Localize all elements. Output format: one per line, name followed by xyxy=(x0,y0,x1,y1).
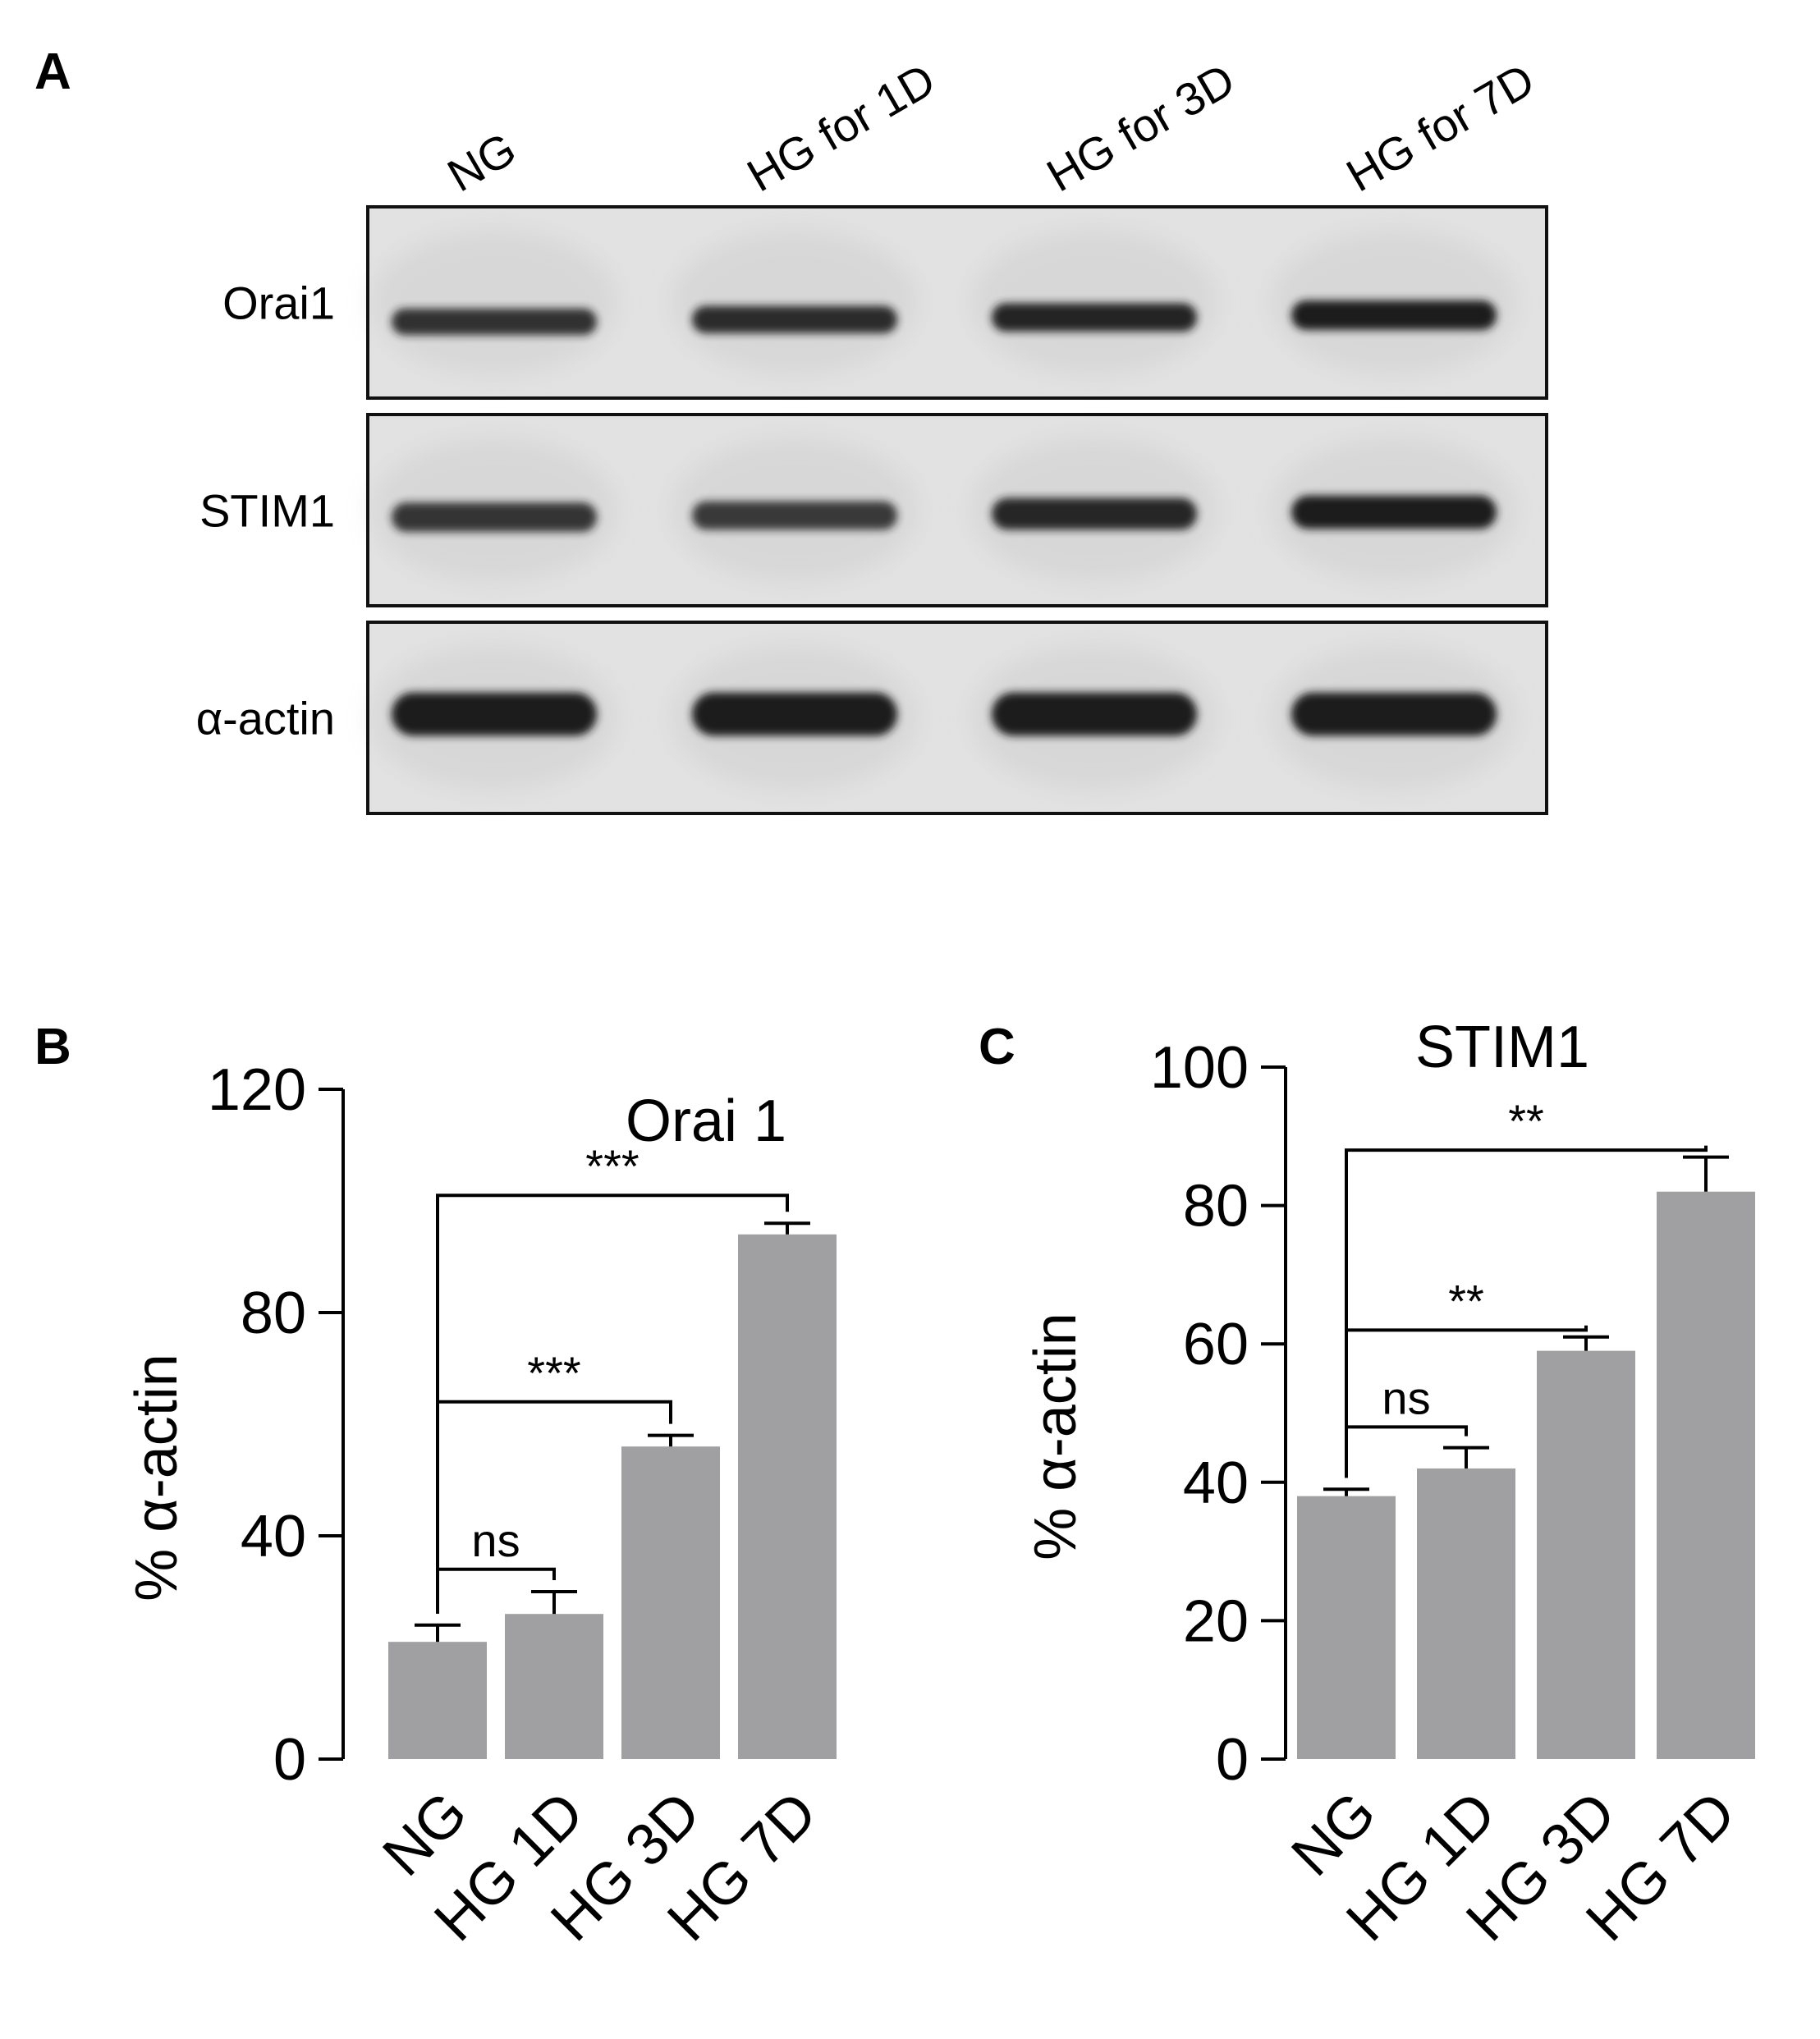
bar xyxy=(1537,1350,1635,1759)
panel-letter-a: A xyxy=(34,44,71,100)
blot-frame xyxy=(366,621,1548,815)
significance-label: ** xyxy=(1448,1275,1484,1326)
blot-band xyxy=(992,497,1197,530)
blot-band xyxy=(692,692,897,736)
y-axis-label: % α-actin xyxy=(124,1354,190,1601)
y-tick-label: 100 xyxy=(1150,1035,1249,1101)
y-tick-label: 0 xyxy=(273,1727,306,1793)
significance-label: *** xyxy=(527,1347,580,1399)
bar xyxy=(1417,1468,1515,1759)
bar xyxy=(505,1614,603,1759)
lane-label-hg-1d: HG for 1D xyxy=(739,53,944,202)
y-axis-label: % α-actin xyxy=(1023,1313,1089,1560)
significance-bracket xyxy=(436,1194,789,1614)
blot-row: α-actin xyxy=(196,621,1548,815)
blot-smudge xyxy=(371,229,617,376)
lane-labels: NG HG for 1D HG for 3D HG for 7D xyxy=(439,53,1543,202)
bar xyxy=(388,1642,487,1759)
blot-band xyxy=(1291,300,1497,330)
y-tick-label: 20 xyxy=(1183,1588,1249,1654)
chart-title: Orai 1 xyxy=(626,1088,786,1154)
lane-label-hg-3d: HG for 3D xyxy=(1038,53,1244,202)
bar xyxy=(1297,1496,1396,1759)
y-tick-label: 40 xyxy=(241,1504,306,1569)
y-tick-label: 80 xyxy=(1183,1174,1249,1239)
bar xyxy=(621,1446,720,1759)
y-tick-label: 80 xyxy=(241,1281,306,1346)
blot-band xyxy=(1291,692,1497,736)
blot-band xyxy=(992,303,1197,332)
significance-label: ns xyxy=(471,1514,520,1566)
significance-bracket xyxy=(1345,1145,1708,1478)
chart-title: STIM1 xyxy=(1415,1015,1589,1080)
blot-frame xyxy=(366,205,1548,400)
blot-band xyxy=(392,308,597,336)
western-blot: NG HG for 1D HG for 3D HG for 7D Orai1 ST… xyxy=(196,53,1548,815)
blot-band xyxy=(1291,495,1497,529)
y-tick-label: 40 xyxy=(1183,1450,1249,1516)
panel-letter-c: C xyxy=(979,1019,1015,1075)
y-tick-label: 0 xyxy=(1216,1727,1249,1793)
significance-label: ns xyxy=(1382,1372,1430,1423)
blot-row: Orai1 xyxy=(222,205,1548,400)
blot-band xyxy=(392,692,597,736)
bar xyxy=(738,1234,837,1759)
blot-band xyxy=(392,502,597,532)
panel-letter-b: B xyxy=(34,1019,71,1075)
bar xyxy=(1657,1191,1755,1759)
blot-row: STIM1 xyxy=(199,413,1548,607)
blot-band xyxy=(692,501,897,530)
lane-label-ng: NG xyxy=(439,122,525,202)
blot-frame xyxy=(366,413,1548,607)
blot-row-label: Orai1 xyxy=(222,277,335,329)
blot-row-label: α-actin xyxy=(196,693,335,745)
blot-smudge xyxy=(672,229,918,376)
lane-label-hg-7d: HG for 7D xyxy=(1338,53,1543,202)
blot-band xyxy=(992,692,1197,736)
blot-row-label: STIM1 xyxy=(199,485,335,537)
significance-label: *** xyxy=(585,1140,639,1192)
significance-label: ** xyxy=(1508,1095,1544,1147)
y-tick-label: 60 xyxy=(1183,1312,1249,1377)
blot-smudge xyxy=(971,229,1217,376)
y-tick-label: 120 xyxy=(208,1057,306,1123)
blot-band xyxy=(692,305,897,333)
